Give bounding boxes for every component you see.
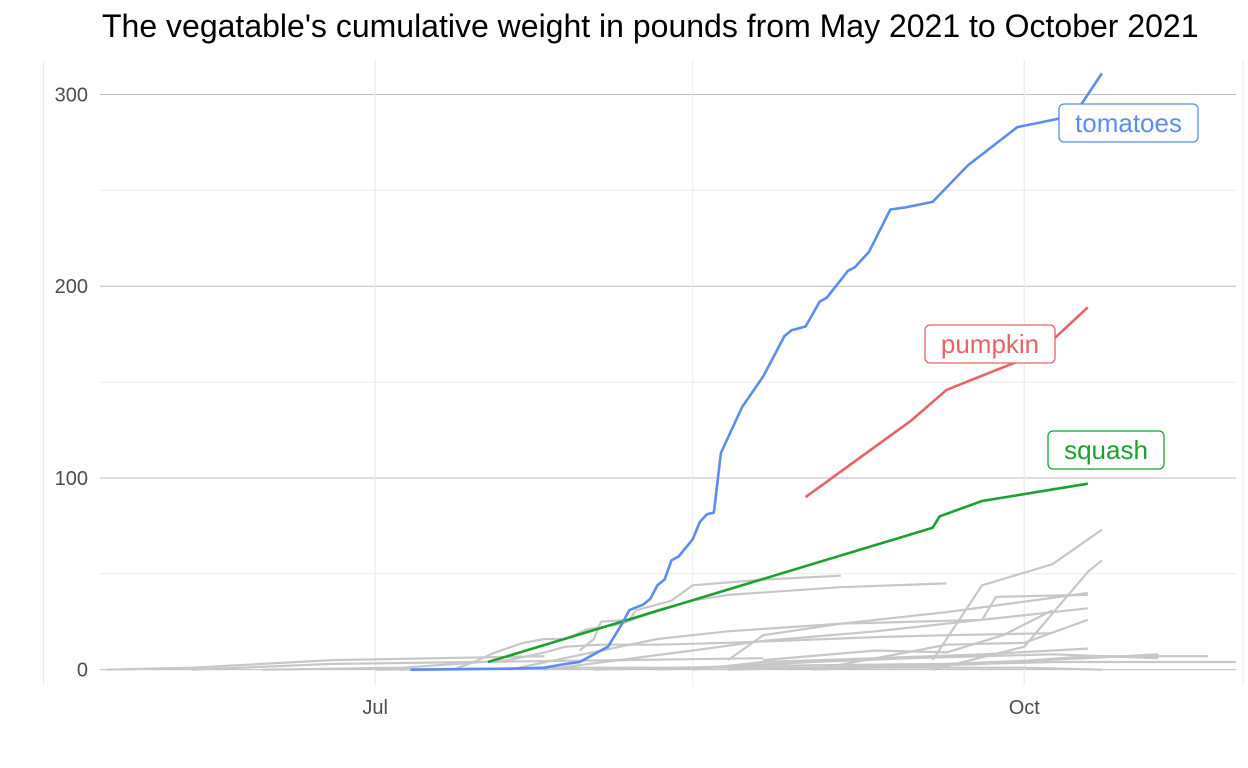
background-series-line [931, 528, 1103, 661]
background-series [107, 528, 1236, 671]
y-tick-label: 100 [55, 468, 88, 490]
series-label-box-squash [1047, 430, 1165, 470]
x-tick-label: Oct [1009, 697, 1041, 719]
background-series-line [812, 618, 1089, 671]
series-label-box-tomatoes [1058, 103, 1199, 143]
series-label-tomatoes: tomatoes [1075, 108, 1182, 138]
chart-title: The vegatable's cumulative weight in pou… [102, 8, 1199, 44]
y-tick-label: 0 [77, 660, 88, 682]
series-label-box-pumpkin [924, 324, 1056, 364]
axes: 0 100 200 300 Jul Oct [55, 85, 1041, 719]
background-series-line [932, 559, 1103, 671]
background-series-line [107, 655, 545, 671]
background-series-line [727, 593, 1088, 661]
series-label-pumpkin: pumpkin [941, 329, 1039, 359]
background-series-line [579, 574, 841, 652]
x-tick-label: Jul [362, 697, 388, 719]
grid [43, 60, 1244, 685]
background-series-line [544, 607, 1088, 671]
series-line-squash [487, 482, 1089, 664]
y-tick-label: 300 [55, 85, 88, 107]
series-label-squash: squash [1064, 435, 1148, 465]
series-labels: tomatoes pumpkin squash [924, 103, 1199, 470]
background-series-line [763, 609, 1053, 662]
y-tick-label: 200 [55, 276, 88, 298]
series-line-tomatoes [410, 72, 1103, 671]
background-series-line [452, 582, 947, 671]
